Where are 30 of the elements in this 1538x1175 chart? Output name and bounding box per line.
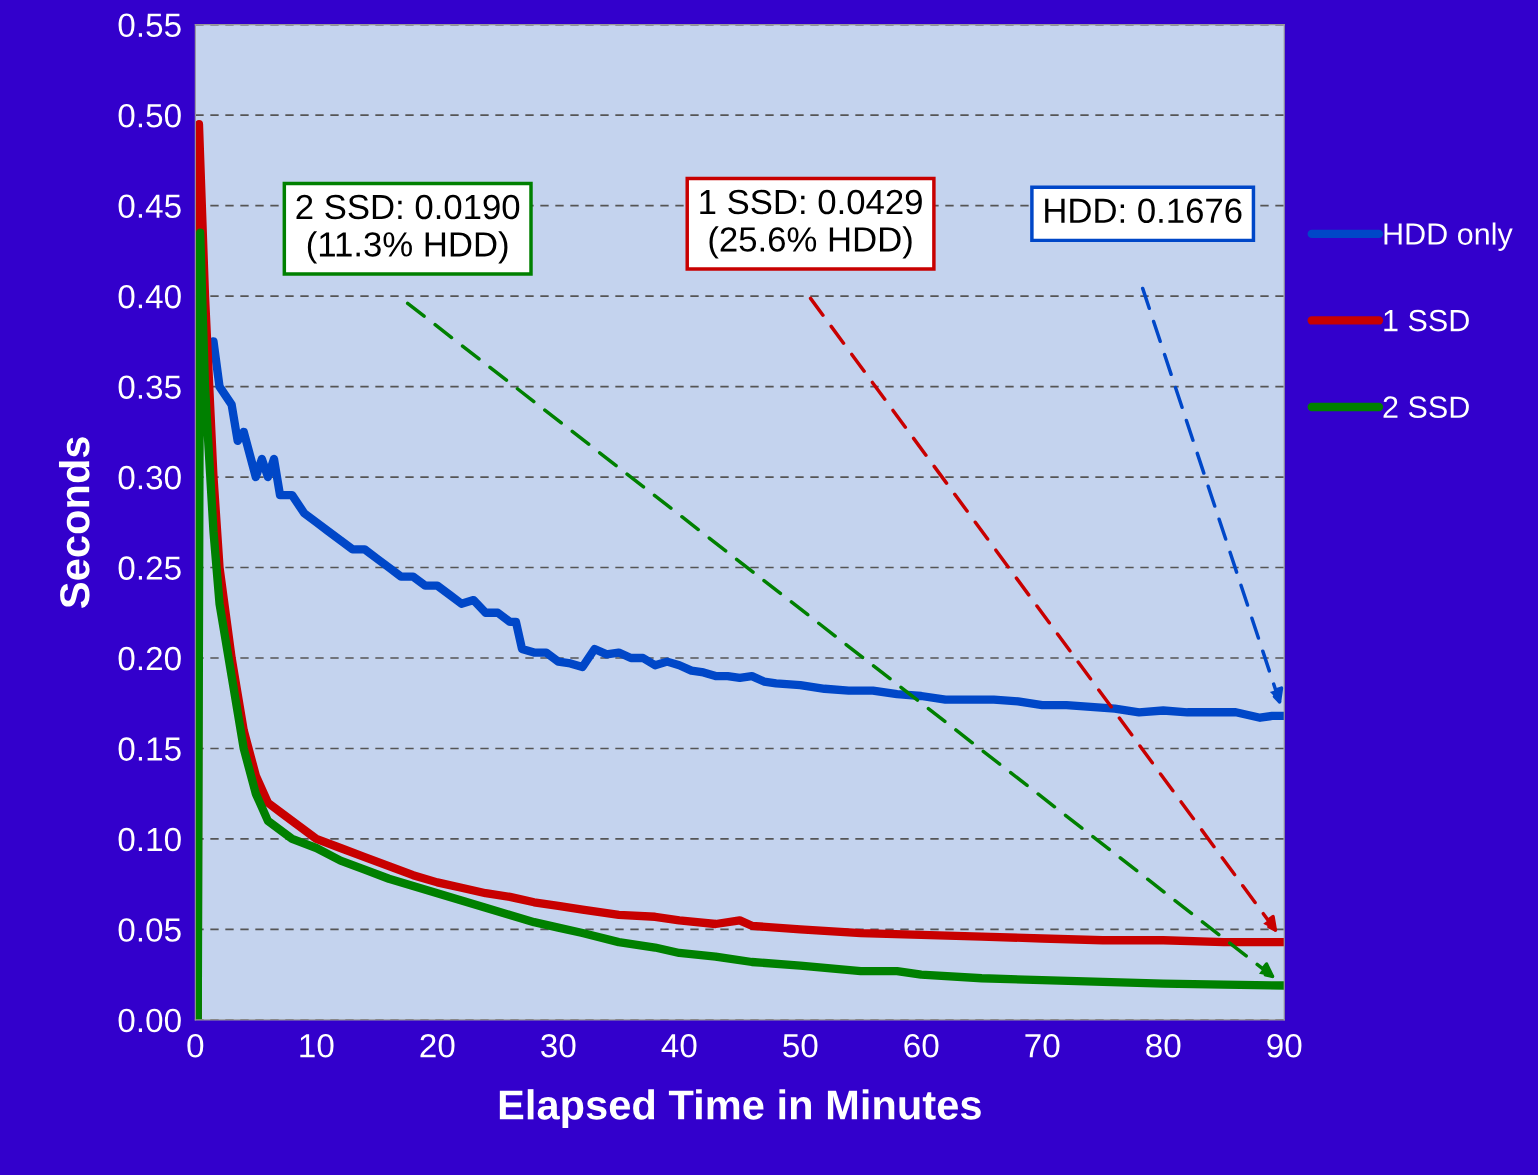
- legend-label: HDD only: [1384, 222, 1513, 251]
- x-axis-title: Elapsed Time in Minutes: [499, 1089, 981, 1129]
- annotation: 2 SSD: 0.0190 (11.3% HDD): [296, 194, 520, 264]
- y-tick-label: 0.30: [118, 465, 181, 490]
- y-tick-label: 0.50: [118, 103, 181, 128]
- legend-label: 2 SSD: [1383, 396, 1469, 418]
- y-tick-label: 0.20: [118, 646, 181, 671]
- y-tick-label: 0.15: [118, 737, 181, 761]
- y-tick-label: 0.55: [118, 13, 181, 38]
- x-tick-label: 40: [661, 1033, 697, 1058]
- x-tick-label: 30: [541, 1033, 576, 1058]
- legend-label: 1 SSD: [1384, 309, 1469, 332]
- y-tick-label: 0.05: [118, 918, 181, 942]
- y-tick-label: 0.40: [118, 284, 181, 309]
- y-tick-label: 0.45: [118, 194, 181, 219]
- x-tick-label: 0: [187, 1033, 204, 1058]
- y-tick-label: 0.35: [118, 375, 181, 399]
- y-axis-title: Seconds: [58, 437, 90, 608]
- x-tick-label: 70: [1025, 1033, 1060, 1058]
- x-tick-label: 10: [300, 1033, 334, 1058]
- x-tick-label: 50: [783, 1033, 818, 1058]
- x-tick-label: 80: [1146, 1033, 1181, 1058]
- y-tick-label: 0.00: [118, 1008, 181, 1033]
- x-tick-label: 60: [904, 1033, 939, 1058]
- y-tick-label: 0.10: [118, 827, 181, 852]
- x-tick-label: 90: [1267, 1033, 1302, 1058]
- annotation: 1 SSD: 0.0429 (25.6% HDD): [700, 189, 922, 259]
- x-tick-label: 20: [420, 1033, 455, 1058]
- y-tick-label: 0.25: [118, 556, 181, 580]
- annotation: HDD: 0.1676: [1045, 198, 1242, 224]
